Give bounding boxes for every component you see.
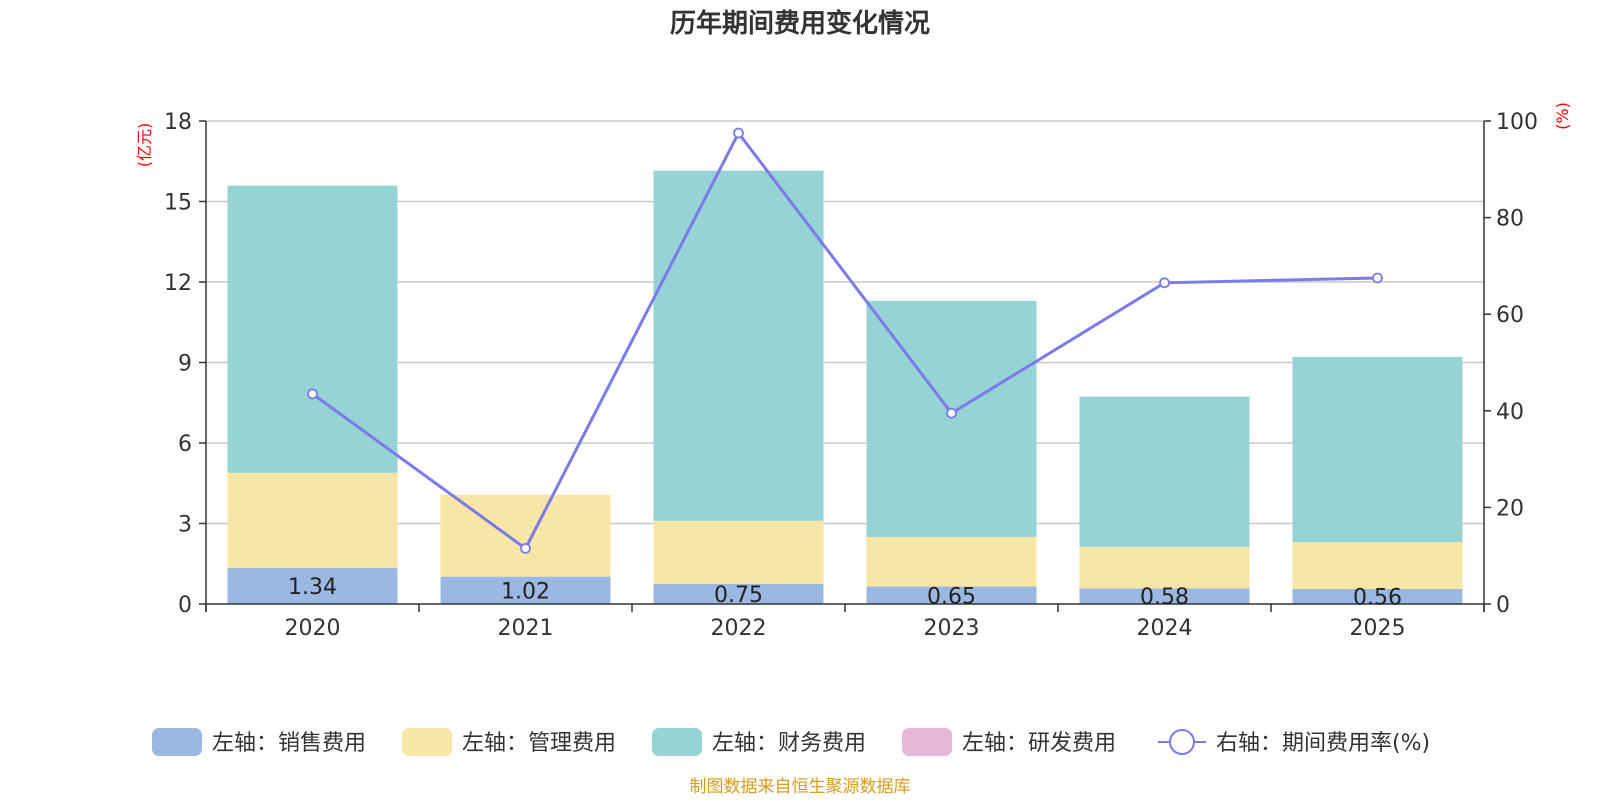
- bar-segment: [1292, 588, 1463, 604]
- rate-line-point: [520, 543, 531, 554]
- left-axis-tick-label: 9: [178, 352, 192, 377]
- rate-line-path: [311, 130, 1378, 551]
- rate-line: [307, 127, 1383, 554]
- legend-swatch: [402, 728, 452, 756]
- right-axis-tick-label: 100: [1496, 110, 1538, 135]
- legend-swatch: [652, 728, 702, 756]
- right-axis-tick-label: 40: [1496, 400, 1524, 425]
- x-axis-tick-label: 2024: [1137, 616, 1193, 641]
- bar-segment: [653, 583, 824, 604]
- bar-data-label: 0.65: [927, 584, 976, 609]
- legend-swatch: [902, 728, 952, 756]
- left-axis-tick-label: 0: [178, 593, 192, 618]
- bar-data-label: 0.56: [1353, 585, 1402, 610]
- left-axis-tick-label: 3: [178, 513, 192, 538]
- bar-segment: [653, 170, 824, 521]
- axes: 0 3 6 9 12 15 18 0 20 40 60 80 100 2020 2021 2022 2023 20…: [164, 110, 1538, 641]
- bar-segment: [653, 520, 824, 584]
- x-axis-tick-label: 2022: [711, 616, 767, 641]
- bar-data-label: 1.02: [501, 579, 550, 604]
- bar-segment: [1292, 356, 1463, 543]
- legend-label: 左轴：销售费用: [212, 731, 366, 756]
- data-labels: 1.34 1.02 0.75 0.65 0.58 0.56: [288, 575, 1402, 610]
- rate-line-point: [1159, 277, 1170, 289]
- bars: [227, 170, 1463, 604]
- chart-title: 历年期间费用变化情况: [670, 8, 930, 39]
- x-axis-tick-label: 2021: [498, 616, 554, 641]
- right-axis-unit: (%): [1553, 102, 1572, 130]
- legend-label: 左轴：财务费用: [712, 731, 866, 756]
- legend-label: 右轴：期间费用率(%): [1216, 731, 1430, 756]
- legend-label: 左轴：管理费用: [462, 731, 616, 756]
- right-axis-tick-label: 20: [1496, 496, 1524, 521]
- bar-segment: [227, 185, 398, 473]
- bar-data-label: 1.34: [288, 575, 337, 600]
- bar-segment: [1292, 542, 1463, 589]
- legend-line-marker: [1169, 729, 1195, 755]
- x-axis-tick-label: 2025: [1350, 616, 1406, 641]
- bar-segment: [227, 472, 398, 569]
- bar-segment: [1079, 396, 1250, 547]
- bar-segment: [227, 568, 398, 604]
- source-note: 制图数据来自恒生聚源数据库: [690, 777, 911, 797]
- bar-segment: [1079, 546, 1250, 589]
- left-axis-tick-label: 12: [164, 271, 192, 296]
- left-axis-tick-label: 15: [164, 191, 192, 216]
- rate-line-point: [307, 388, 318, 400]
- bar-data-label: 0.75: [714, 583, 763, 608]
- legend-swatch: [152, 728, 202, 756]
- bar-segment: [866, 536, 1037, 587]
- bar-segment: [1079, 588, 1250, 604]
- rate-line-point: [733, 127, 744, 139]
- legend: 左轴：销售费用 左轴：管理费用 左轴：财务费用 左轴：研发费用 右轴：期间费用率(%): [152, 728, 1430, 756]
- grid: [206, 120, 1484, 525]
- right-axis-tick-label: 80: [1496, 207, 1524, 232]
- left-axis-tick-label: 6: [178, 432, 192, 457]
- bar-data-label: 0.58: [1140, 585, 1189, 610]
- legend-label: 左轴：研发费用: [962, 731, 1116, 756]
- bar-segment: [866, 586, 1037, 604]
- x-axis-tick-label: 2023: [924, 616, 980, 641]
- left-axis-unit: (亿元): [135, 123, 154, 168]
- bar-segment: [440, 576, 611, 604]
- rate-line-point: [1372, 272, 1383, 284]
- right-axis-tick-label: 0: [1496, 593, 1510, 618]
- left-axis-tick-label: 18: [164, 110, 192, 135]
- x-axis-tick-label: 2020: [285, 616, 341, 641]
- right-axis-tick-label: 60: [1496, 303, 1524, 328]
- rate-line-point: [946, 407, 957, 419]
